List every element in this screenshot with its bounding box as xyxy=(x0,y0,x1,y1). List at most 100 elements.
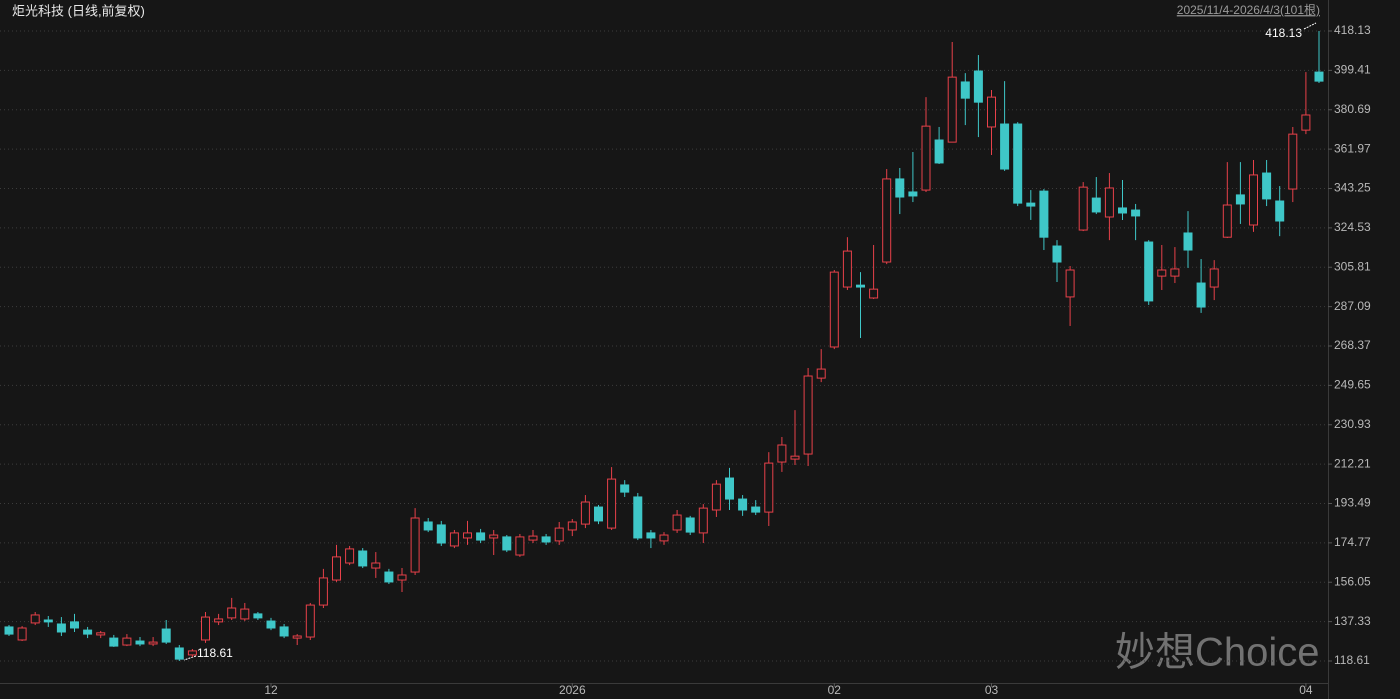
candle-body xyxy=(122,637,132,646)
x-tick-label: 03 xyxy=(985,683,999,697)
candle-body xyxy=(70,621,79,629)
candle-body xyxy=(56,623,66,633)
candle-body xyxy=(214,618,224,623)
candle-body xyxy=(777,444,787,463)
candle-body xyxy=(829,271,839,348)
candle-body xyxy=(227,607,237,619)
candle-body xyxy=(882,178,892,263)
candle-body xyxy=(698,507,708,534)
candle-body xyxy=(423,521,433,531)
candle-body xyxy=(476,532,486,541)
candle-body xyxy=(358,550,368,567)
candle-body xyxy=(148,641,158,645)
y-tick-label: 343.25 xyxy=(1334,181,1371,195)
candle-body xyxy=(83,629,93,635)
candle-body xyxy=(790,455,800,460)
candle-body xyxy=(96,632,106,636)
high-arrow xyxy=(1303,22,1317,30)
y-tick-label: 380.69 xyxy=(1334,102,1371,116)
candle-body xyxy=(528,535,538,541)
candle-body xyxy=(633,496,643,539)
candle-body xyxy=(240,608,250,620)
x-tick-label: 2026 xyxy=(559,683,586,697)
candle-body xyxy=(1183,232,1193,251)
candle-body xyxy=(764,462,774,513)
y-tick-label: 230.93 xyxy=(1334,417,1371,431)
candle-body xyxy=(646,532,656,539)
candle-body xyxy=(987,96,996,128)
candle-body xyxy=(908,191,918,197)
y-tick-label: 156.05 xyxy=(1334,574,1371,588)
candle-body xyxy=(253,613,263,619)
candle-body xyxy=(947,76,957,143)
candle-body xyxy=(725,477,734,500)
candle-body xyxy=(1078,186,1088,231)
candle-body xyxy=(305,604,315,638)
candle-body xyxy=(489,534,499,539)
candle-body xyxy=(1196,282,1206,308)
x-tick-label: 02 xyxy=(828,683,842,697)
high-label: 418.13 xyxy=(1265,26,1302,40)
candle-body xyxy=(1104,187,1114,218)
candle-body xyxy=(895,178,905,198)
candle-body xyxy=(515,536,525,556)
candle-body xyxy=(1039,190,1049,238)
candle-body xyxy=(17,627,27,641)
candle-body xyxy=(580,501,590,525)
candle-body xyxy=(842,250,852,288)
chart-title: 炬光科技 (日线,前复权) xyxy=(12,3,145,18)
y-tick-label: 193.49 xyxy=(1334,496,1371,510)
x-tick-label: 04 xyxy=(1299,683,1313,697)
candle-body xyxy=(816,368,826,379)
y-tick-label: 212.21 xyxy=(1334,456,1371,470)
candle-body xyxy=(371,562,381,569)
candle-body xyxy=(135,640,145,645)
candle-body xyxy=(1000,123,1010,170)
candle-body xyxy=(751,506,761,513)
candle-body xyxy=(109,637,119,647)
candle-body xyxy=(463,532,472,539)
y-tick-label: 324.53 xyxy=(1334,220,1371,234)
candle-body xyxy=(1065,269,1075,298)
candle-body xyxy=(1288,133,1298,190)
candle-body xyxy=(187,650,197,656)
candle-body xyxy=(397,574,407,581)
candle-body xyxy=(1209,268,1219,288)
candle-body xyxy=(659,534,669,542)
candle-body xyxy=(1013,123,1023,204)
candle-body xyxy=(1144,241,1154,302)
candle-body xyxy=(1170,268,1180,277)
date-range: 2025/11/4-2026/4/3(101根) xyxy=(1177,3,1320,17)
candle-body xyxy=(1026,202,1036,207)
y-tick-label: 249.65 xyxy=(1334,378,1371,392)
candle-body xyxy=(1249,174,1258,226)
candle-body xyxy=(292,635,302,639)
candle-body xyxy=(934,139,944,164)
candle-body xyxy=(449,532,459,547)
x-tick-label: 12 xyxy=(264,683,278,697)
candle-body xyxy=(1262,172,1272,200)
y-tick-label: 305.81 xyxy=(1334,259,1371,273)
candle-body xyxy=(685,517,695,533)
candle-body xyxy=(554,527,564,542)
candle-body xyxy=(345,548,355,564)
candle-body xyxy=(410,517,420,573)
candle-body xyxy=(869,288,879,299)
candle-body xyxy=(1314,71,1324,82)
candle-body xyxy=(1131,209,1141,217)
watermark: 妙想Choice xyxy=(1115,631,1320,675)
candle-body xyxy=(594,506,603,522)
candle-body xyxy=(1091,197,1101,213)
y-tick-label: 399.41 xyxy=(1334,63,1371,77)
candle-body xyxy=(266,620,276,629)
y-tick-label: 174.77 xyxy=(1334,535,1371,549)
candle-body xyxy=(30,614,40,624)
candle-body xyxy=(1301,114,1311,131)
candle-body xyxy=(738,498,748,511)
candle-body xyxy=(1222,204,1232,238)
candle-body xyxy=(711,483,721,511)
low-label: 118.61 xyxy=(197,646,233,660)
